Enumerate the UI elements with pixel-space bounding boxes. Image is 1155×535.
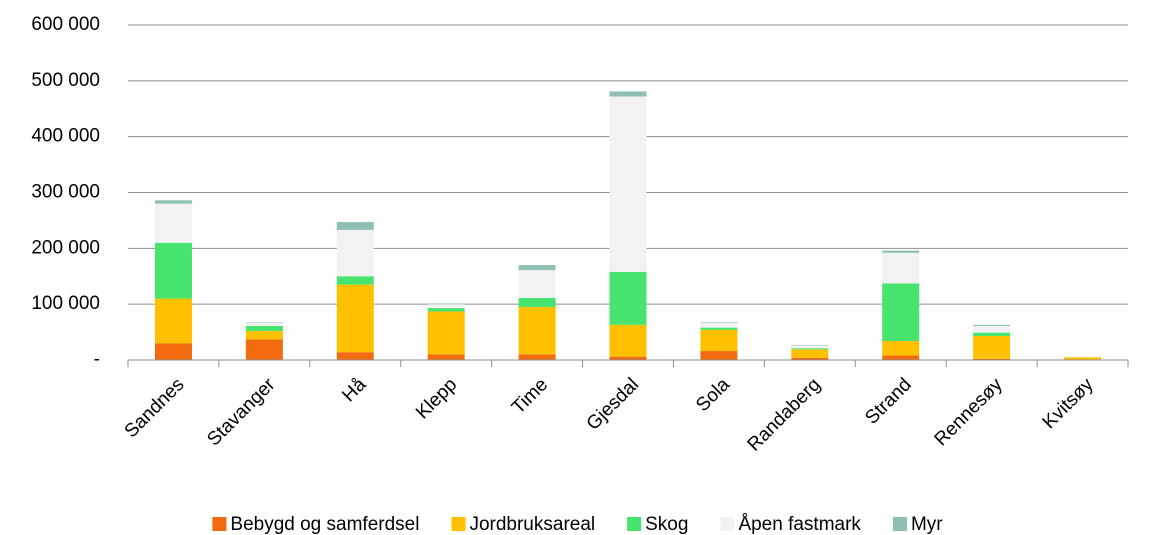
- bar-segment: [336, 222, 374, 230]
- bar-segment: [791, 348, 829, 350]
- bar-segment: [882, 250, 920, 253]
- bar-segment: [700, 327, 738, 330]
- y-tick-label: 500 000: [31, 70, 100, 91]
- bar-segment: [336, 276, 374, 285]
- bar-segment: [427, 308, 465, 312]
- legend-swatch: [892, 517, 907, 531]
- bar-segment: [882, 252, 920, 284]
- x-tick-label: Sola: [692, 374, 734, 416]
- bar-segment: [518, 298, 556, 307]
- bar-segment: [609, 96, 647, 272]
- legend-swatch: [627, 517, 642, 531]
- bar-segment: [154, 203, 192, 243]
- bar-segment: [973, 335, 1011, 359]
- legend-label: Myr: [911, 514, 943, 535]
- bar-segment: [245, 322, 283, 324]
- bar-segment: [518, 270, 556, 299]
- bar-segment: [1064, 357, 1102, 360]
- x-tick-label: Kvitsøy: [1039, 374, 1098, 433]
- bar-segment: [700, 322, 738, 328]
- x-tick-label: Rennesøy: [931, 374, 1007, 450]
- x-tick-label: Gjesdal: [583, 374, 643, 434]
- bar-segment: [518, 306, 556, 355]
- x-tick-label: Randaberg: [744, 374, 825, 455]
- bar-segment: [154, 200, 192, 204]
- bar-segment: [882, 355, 920, 360]
- bar-segment: [427, 311, 465, 355]
- y-tick-label: 200 000: [31, 237, 100, 258]
- bar-segment: [791, 357, 829, 360]
- bar-segment: [700, 322, 738, 323]
- x-tick-label: Stavanger: [203, 374, 280, 451]
- bar-segment: [973, 332, 1011, 336]
- y-tick-label: 400 000: [31, 126, 100, 147]
- bar-segment: [154, 298, 192, 344]
- x-tick-label: Hå: [338, 374, 370, 406]
- legend-label: Skog: [645, 514, 688, 535]
- bar-segment: [973, 325, 1011, 333]
- y-tick-label: 100 000: [31, 293, 100, 314]
- legend-label: Jordbruksareal: [469, 514, 595, 535]
- legend-label: Bebygd og samferdsel: [230, 514, 419, 535]
- bar-segment: [609, 91, 647, 97]
- legend-swatch: [720, 517, 735, 531]
- bar-segment: [427, 354, 465, 360]
- bar-segment: [973, 358, 1011, 360]
- bar-segment: [336, 284, 374, 353]
- x-tick-label: Klepp: [412, 374, 461, 423]
- bar-segment: [609, 271, 647, 325]
- bar-segment: [973, 324, 1011, 326]
- bar-segment: [427, 304, 465, 309]
- bar-segment: [609, 324, 647, 357]
- bar-segment: [245, 323, 283, 326]
- bar-segment: [791, 344, 829, 346]
- bar-segment: [245, 330, 283, 340]
- bar-segment: [609, 356, 647, 360]
- legend-swatch: [451, 517, 466, 531]
- x-tick-label: Sandnes: [121, 374, 189, 442]
- legend-swatch: [212, 517, 227, 531]
- bar-segment: [791, 345, 829, 349]
- bar-segment: [1064, 356, 1102, 358]
- bar-segment: [427, 303, 465, 305]
- y-tick-label: 300 000: [31, 182, 100, 203]
- bar-segment: [154, 343, 192, 360]
- bar-segment: [154, 242, 192, 299]
- bar-segment: [791, 349, 829, 358]
- legend-label: Åpen fastmark: [738, 514, 861, 535]
- bar-segment: [336, 229, 374, 277]
- y-tick-label: 600 000: [31, 14, 100, 35]
- x-tick-label: Strand: [861, 374, 915, 428]
- bar-segment: [245, 325, 283, 331]
- bar-segment: [336, 352, 374, 360]
- bar-segment: [700, 329, 738, 352]
- y-tick-label: -: [94, 349, 100, 370]
- bar-segment: [518, 265, 556, 271]
- bar-segment: [518, 354, 556, 360]
- bar-segment: [882, 341, 920, 356]
- bar-segment: [245, 339, 283, 360]
- bar-segment: [882, 283, 920, 342]
- bar-segment: [700, 351, 738, 360]
- x-tick-label: Time: [508, 374, 552, 418]
